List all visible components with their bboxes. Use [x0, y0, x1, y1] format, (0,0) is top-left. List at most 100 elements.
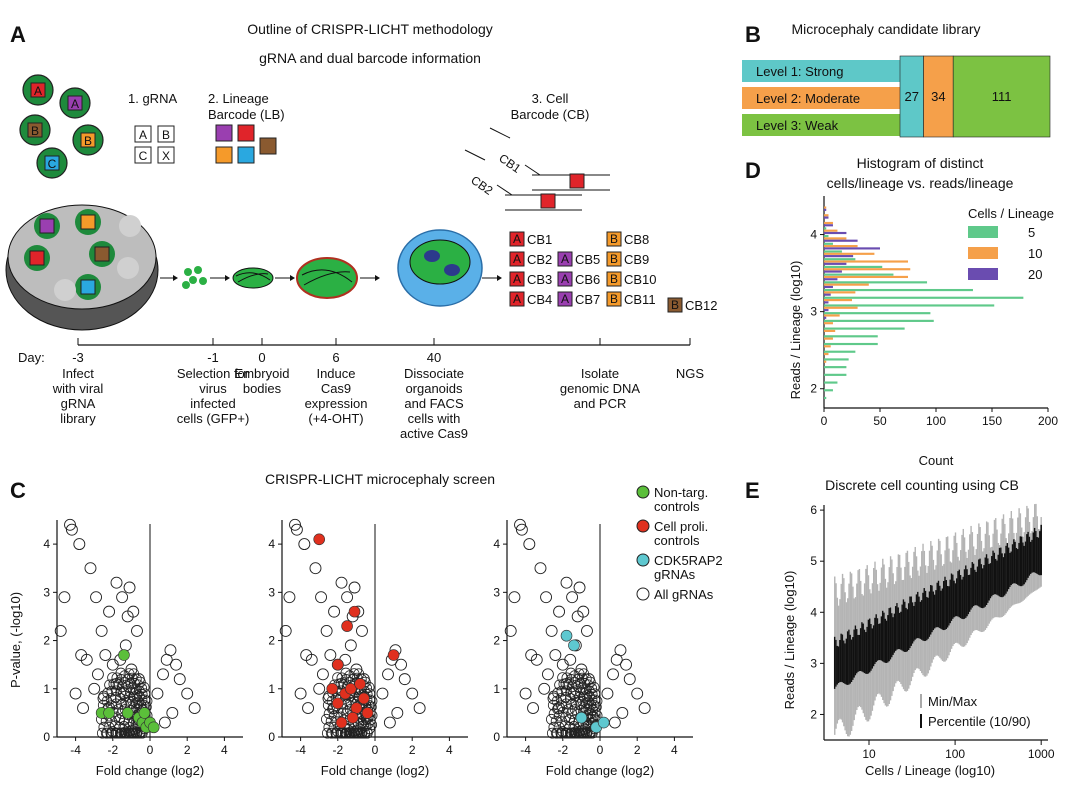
- legend-marker: [636, 485, 650, 499]
- histogram-bar: [824, 352, 829, 356]
- all-grna-point: [110, 576, 123, 589]
- cell-barcode-letter: B: [610, 272, 618, 286]
- dissociated-organoid-illustration: [397, 229, 483, 307]
- all-grna-point: [335, 576, 348, 589]
- all-grna-point: [343, 727, 355, 739]
- all-grna-point: [564, 653, 577, 666]
- histogram-bar: [824, 258, 856, 261]
- cell-barcode-label: CB7: [575, 292, 600, 307]
- all-grna-point: [348, 727, 360, 739]
- y-tick-label: 3: [810, 656, 817, 670]
- histogram-bar: [824, 322, 833, 325]
- timeline-step-text: gRNA: [61, 396, 96, 411]
- histogram-bar: [824, 224, 833, 227]
- all-grna-point: [115, 667, 127, 679]
- histogram-bar: [824, 327, 905, 330]
- legend-min-max: Min/Max: [928, 694, 978, 709]
- all-grna-point: [84, 562, 97, 575]
- all-grna-point: [131, 624, 143, 637]
- histogram-bar: [824, 319, 934, 322]
- all-grna-point: [108, 678, 120, 690]
- x-tick-label: 0: [821, 414, 828, 428]
- cell-barcode-list: A CB1 A CB2 A CB3 A CB4 A CB5 A CB6 A CB7 B CB8 B CB9 B CB1…: [509, 231, 718, 313]
- histogram-bar: [824, 231, 847, 235]
- all-grna-point: [562, 704, 574, 715]
- histogram-bar: [824, 260, 908, 263]
- x-tick-label: 100: [926, 414, 946, 428]
- all-grna-point: [112, 727, 124, 739]
- all-grna-point: [556, 658, 569, 671]
- range-plot: 2 3 4 5 6 10 100 1000: [810, 503, 1055, 761]
- day-label: Day:: [18, 350, 45, 365]
- all-grna-point: [580, 727, 592, 739]
- y-tick-label: 2: [43, 634, 50, 648]
- all-grna-point: [100, 727, 112, 739]
- all-grna-point: [139, 688, 151, 700]
- all-grna-point: [534, 562, 547, 575]
- all-grna-point: [560, 685, 572, 697]
- all-grna-point: [341, 591, 354, 604]
- virus-letter: A: [71, 97, 79, 111]
- cell-barcode-label: CB5: [575, 252, 600, 267]
- all-grna-point: [546, 727, 558, 739]
- panel-d-xlabel: Count: [919, 453, 954, 468]
- highlighted-point: [103, 707, 115, 719]
- cell-barcode-label: Barcode (CB): [511, 107, 590, 122]
- y-tick-label: 1: [268, 682, 275, 696]
- all-grna-point: [328, 710, 340, 722]
- all-grna-point: [573, 581, 586, 594]
- all-grna-point: [112, 679, 124, 691]
- highlighted-point: [354, 678, 366, 690]
- all-grna-point: [166, 706, 179, 719]
- stacked-bar-value: 27: [905, 89, 919, 104]
- panel-b: B Microcephaly candidate library Level 1…: [742, 21, 1051, 138]
- all-grna-point: [514, 518, 526, 531]
- all-grna-point: [126, 727, 138, 739]
- all-grna-point: [581, 624, 593, 637]
- highlighted-point: [346, 711, 359, 724]
- all-grna-point: [552, 687, 564, 699]
- infected-cells-illustration: [182, 266, 207, 289]
- histogram-bar: [824, 314, 840, 317]
- all-grna-point: [519, 687, 532, 700]
- panel-d-title: Histogram of distinct: [857, 155, 984, 171]
- all-grna-point: [546, 713, 557, 725]
- cell-barcode-letter: B: [671, 298, 679, 312]
- grna-key-grid: A B C X: [134, 125, 175, 164]
- histogram-bar: [824, 337, 833, 340]
- cell-barcode-swatch: [667, 297, 683, 313]
- highlighted-point: [335, 716, 348, 729]
- all-grna-point: [103, 721, 115, 733]
- cell-barcode-label: CB3: [527, 272, 552, 287]
- volcano-plots: 0 1 2 3 4 -4 -2 0 2 4 Fold change (log2) 0 1 2 3 4 -4 -2 0…: [43, 518, 693, 778]
- histogram-bar: [824, 381, 838, 384]
- all-grna-point: [560, 576, 573, 589]
- all-grna-point: [73, 538, 86, 551]
- cell-barcode-label: CB2: [527, 252, 552, 267]
- y-tick-label: 1: [43, 682, 50, 696]
- all-grna-point: [325, 727, 337, 739]
- highlighted-point: [331, 697, 344, 710]
- all-grna-point: [564, 714, 575, 726]
- histogram-bar: [824, 304, 995, 307]
- all-grna-point: [391, 706, 404, 719]
- cell-barcode-label: CB10: [624, 272, 657, 287]
- timeline-step-text: organoids: [405, 381, 463, 396]
- all-grna-point: [58, 591, 71, 604]
- all-grna-point: [330, 727, 342, 739]
- all-grna-point: [558, 678, 570, 690]
- all-grna-point: [555, 727, 567, 739]
- x-tick-label: 2: [184, 743, 191, 757]
- y-tick-label: 2: [810, 382, 817, 396]
- all-grna-point: [573, 727, 585, 739]
- timeline-step-text: Infect: [62, 366, 94, 381]
- all-grna-point: [366, 719, 378, 731]
- panel-a-subtitle: gRNA and dual barcode information: [259, 50, 481, 66]
- highlighted-point: [387, 649, 400, 661]
- all-grna-point: [614, 644, 627, 657]
- y-tick-label: 2: [268, 634, 275, 648]
- all-grna-point: [123, 668, 135, 680]
- all-grna-point: [97, 692, 110, 705]
- all-grna-point: [181, 687, 194, 700]
- all-grna-point: [132, 679, 144, 691]
